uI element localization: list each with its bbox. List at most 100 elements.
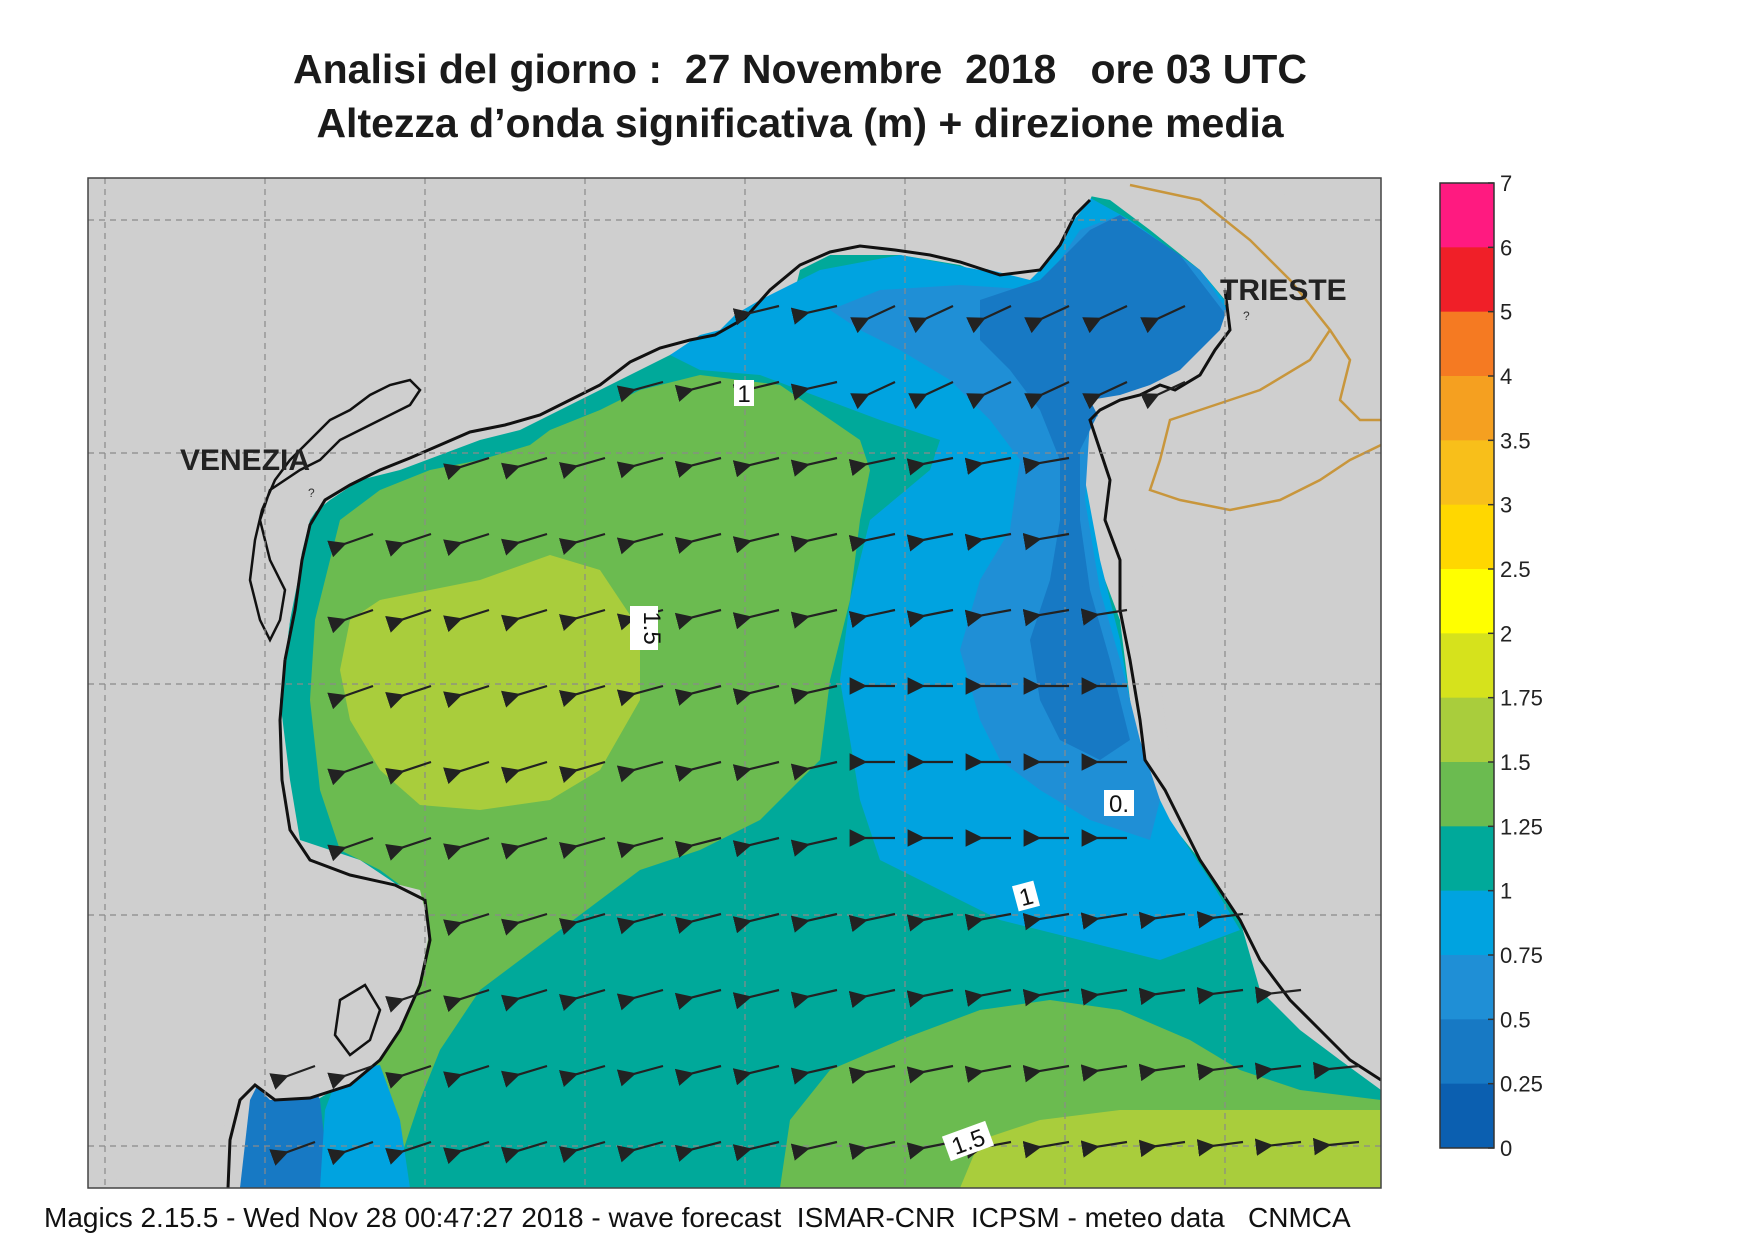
- wave-arrow: [269, 1064, 316, 1090]
- colorbar-tick-label: 0.5: [1500, 1007, 1531, 1032]
- wave-arrow: [443, 532, 490, 557]
- west-coastline: [226, 659, 432, 1188]
- wave-arrow: [1196, 911, 1244, 929]
- wave-arrow: [269, 1140, 316, 1166]
- wave-arrow: [674, 684, 722, 706]
- wave-arrow: [848, 1140, 896, 1161]
- wave-arrow: [616, 760, 664, 783]
- wave-arrow: [385, 988, 432, 1013]
- wave-arrow: [1080, 608, 1128, 626]
- wave-arrow: [616, 988, 664, 1011]
- wave-arrow: [966, 381, 1012, 410]
- wave-arrow: [908, 305, 954, 334]
- wave-arrow: [558, 608, 606, 632]
- colorbar-tick-label: 2.5: [1500, 557, 1531, 582]
- colorbar-tick-label: 7: [1500, 171, 1512, 196]
- wave-arrow: [558, 1064, 606, 1088]
- wave-arrow: [674, 836, 722, 858]
- wave-arrow: [732, 684, 780, 706]
- wave-arrow: [616, 1064, 664, 1087]
- wave-arrow: [616, 532, 664, 555]
- wave-arrow: [1082, 305, 1128, 334]
- wave-arrow: [732, 988, 780, 1010]
- border-line-2: [1328, 329, 1381, 422]
- wave-arrow: [1022, 1140, 1070, 1159]
- wave-arrow: [906, 532, 954, 552]
- city-label-trieste: TRIESTE: [1220, 274, 1347, 307]
- wave-arrow: [908, 381, 954, 410]
- colorbar-tick-label: 0: [1500, 1136, 1512, 1161]
- wave-arrow: [1022, 1064, 1070, 1083]
- wave-arrow: [1312, 1137, 1360, 1156]
- map-frame: [87, 177, 1382, 1189]
- contour-label: 0.: [1109, 791, 1129, 818]
- wave-arrow: [790, 532, 838, 553]
- wave-arrow: [500, 456, 548, 480]
- colorbar-swatch: [1440, 1083, 1494, 1149]
- wave-arrow: [906, 456, 954, 476]
- wave-arrow: [732, 304, 780, 326]
- colorbar-swatch: [1440, 504, 1494, 570]
- wave-arrow: [1254, 986, 1302, 1004]
- colorbar-tick-label: 3.5: [1500, 428, 1531, 453]
- wave-arrow: [443, 684, 490, 709]
- wave-arrow: [500, 988, 548, 1012]
- wave-arrow: [1138, 1063, 1186, 1082]
- wave-arrow: [732, 532, 780, 554]
- wave-arrow: [790, 1140, 838, 1161]
- wave-arrow: [1196, 1063, 1244, 1081]
- wave-arrow: [848, 456, 896, 477]
- colorbar-tick-label: 0.25: [1500, 1072, 1543, 1097]
- wave-arrow: [964, 608, 1012, 627]
- wave-arrow: [327, 684, 374, 710]
- colorbar-swatch: [1440, 311, 1494, 377]
- wave-arrow: [790, 988, 838, 1009]
- venice-lagoon: [248, 378, 422, 643]
- wave-arrow: [674, 1140, 722, 1162]
- wave-arrow: [1082, 381, 1128, 410]
- wave-arrow: [558, 532, 606, 556]
- wave-arrow: [500, 684, 548, 708]
- wave-arrow: [906, 912, 954, 932]
- colorbar-swatch: [1440, 1019, 1494, 1085]
- wave-arrow: [964, 1064, 1012, 1083]
- wave-arrow: [964, 456, 1012, 475]
- wave-arrow: [443, 1064, 490, 1089]
- wave-arrow: [732, 456, 780, 478]
- city-label-venezia: VENEZIA: [180, 444, 310, 477]
- contour-label: 1.5: [638, 611, 665, 644]
- wave-arrow: [850, 381, 896, 410]
- wave-arrow: [385, 836, 432, 861]
- wave-arrow: [1138, 987, 1186, 1006]
- border-line: [1129, 183, 1381, 512]
- wave-arrow: [848, 532, 896, 553]
- wave-arrow: [1138, 911, 1186, 930]
- wave-arrow: [790, 456, 838, 477]
- wave-arrow: [1254, 1062, 1302, 1080]
- wave-arrow: [732, 380, 780, 402]
- wave-arrow: [674, 760, 722, 782]
- wave-arrow: [790, 912, 838, 933]
- colorbar-tick-label: 3: [1500, 493, 1512, 518]
- wave-arrow: [790, 684, 838, 705]
- colorbar: 7 6 5 4 3.5 3 2.5 2 1.75 1.5 1.25 1 0.75 0.5 0.25 0: [1439, 171, 1543, 1161]
- wave-arrow: [732, 1064, 780, 1086]
- wave-arrow: [674, 988, 722, 1010]
- wave-arrow: [790, 304, 838, 325]
- colorbar-swatch: [1440, 762, 1494, 827]
- wave-arrow: [848, 1064, 896, 1085]
- wave-arrow: [1024, 305, 1070, 334]
- wave-arrow: [500, 836, 548, 860]
- wave-arrow: [443, 456, 490, 481]
- wave-arrow: [964, 912, 1012, 931]
- wave-arrow: [1196, 987, 1244, 1005]
- wave-zone-1-25: [310, 375, 870, 1188]
- wave-arrow: [1080, 1064, 1128, 1082]
- wave-arrow: [1022, 456, 1070, 475]
- colorbar-swatch: [1440, 569, 1494, 634]
- wave-arrow: [385, 760, 432, 785]
- colorbar-tick-label: 6: [1500, 235, 1512, 260]
- footer-credits: Magics 2.15.5 - Wed Nov 28 00:47:27 2018…: [44, 1202, 1351, 1233]
- wave-arrow: [674, 532, 722, 554]
- wave-arrow: [616, 456, 664, 479]
